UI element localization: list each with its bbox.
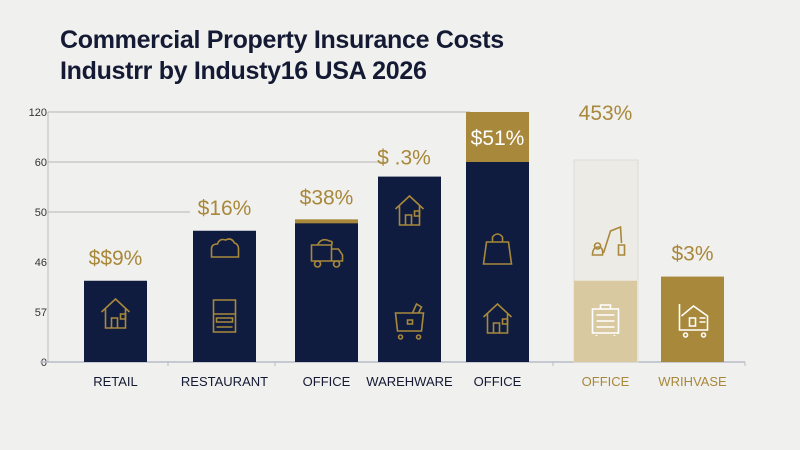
truck-icon-path [316,238,333,246]
cloud-icon [210,238,240,258]
house-icon [394,194,425,226]
house-icon-path [413,210,421,217]
truck-icon-path [313,260,341,268]
bar-group: 453% OFFICE [574,102,637,389]
bar [378,176,441,362]
cart-icon [394,302,425,340]
bar-top-segment [466,112,529,162]
data-label: $3% [671,243,713,266]
cart-icon-path [406,319,414,325]
data-label: 453% [579,102,633,125]
cloud-icon-path [210,238,240,258]
category-label: RESTAURANT [181,374,268,389]
data-label: $ .3% [377,147,431,170]
crane-worker-icon-path [591,242,604,256]
house-icon [482,302,513,334]
house-icon-path [119,313,127,320]
house-icon [100,297,131,329]
y-tick-label: 50 [35,207,47,219]
category-label: OFFICE [474,374,522,389]
category-label: WRIHVASE [658,374,727,389]
data-label: $$9% [89,247,143,270]
register-icon-path [212,299,237,333]
bar-group: $$9% RETAIL [84,247,147,389]
category-label: WAREHWARE [366,374,453,389]
data-label: $38% [300,186,354,209]
cart-icon-path [394,302,425,340]
category-label: OFFICE [582,374,630,389]
data-label: $51% [471,127,525,150]
bar-group: $ .3% WAREHWARE [366,147,453,389]
chart-title-line1: Commercial Property Insurance Costs [60,26,504,54]
y-tick-label: 120 [29,107,47,119]
bag-icon [482,233,513,265]
cabinet-icon-path [591,304,620,336]
category-label: RETAIL [93,374,138,389]
bar-group: $51% OFFICE [466,112,529,389]
bar-group: $3% WRIHVASE [658,243,727,389]
y-tick-label: 57 [35,307,47,319]
bar [84,280,147,362]
storefront-cart-icon [678,304,709,338]
bar-group: $38% OFFICE [295,186,358,389]
data-label: $16% [198,197,252,220]
y-tick-label: 46 [35,257,47,269]
y-tick-label: 0 [41,357,47,369]
register-icon [212,299,237,333]
bar [295,220,358,362]
storefront-cart-icon-path [678,304,709,338]
cabinet-icon [591,304,620,336]
chart-title-line2: Industrr by Industy16 USA 2026 [60,57,427,85]
category-label: OFFICE [303,374,351,389]
bar-group: $16% RESTAURANT [181,197,268,389]
bar-cap [295,219,358,224]
house-icon-path [501,318,509,325]
bag-icon-path [482,233,513,265]
bar [661,276,724,362]
crane-worker-icon [591,225,626,256]
truck-icon [310,238,344,268]
bar [193,230,256,362]
crane-worker-icon-path [602,225,626,256]
y-tick-label: 60 [35,157,47,169]
